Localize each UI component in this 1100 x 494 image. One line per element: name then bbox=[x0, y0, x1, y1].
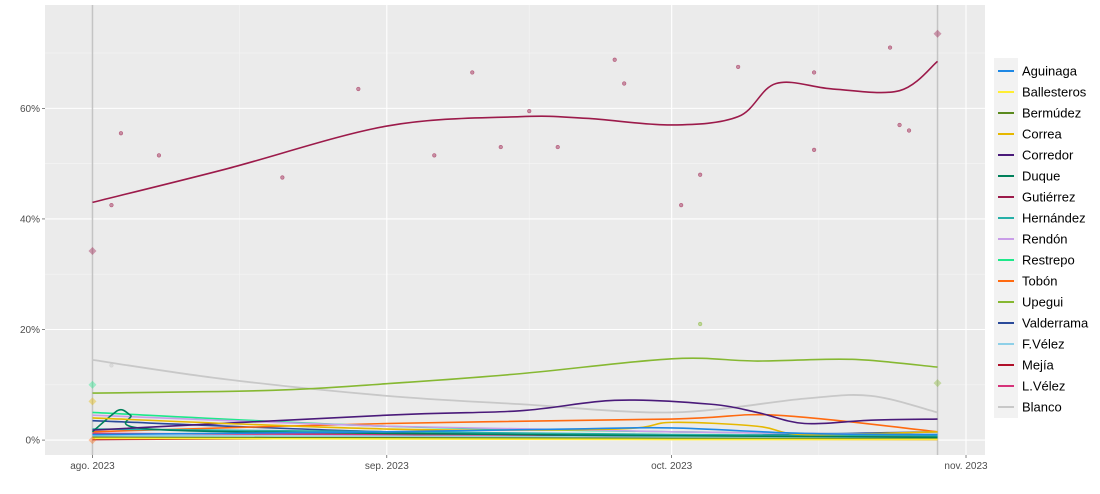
legend-label: Ballesteros bbox=[1022, 85, 1087, 100]
legend-label: Duque bbox=[1022, 169, 1060, 184]
legend-label: Upegui bbox=[1022, 295, 1063, 310]
poll-point bbox=[527, 109, 532, 114]
poll-point bbox=[906, 128, 912, 133]
legend-label: Aguinaga bbox=[1022, 64, 1078, 79]
series-line-upegui bbox=[92, 357, 938, 394]
poll-point bbox=[432, 153, 437, 158]
poll-point bbox=[622, 81, 627, 86]
y-tick-label: 20% bbox=[20, 325, 40, 336]
poll-point bbox=[280, 175, 285, 180]
series-line-bermúdez bbox=[92, 436, 938, 440]
x-tick-label: nov. 2023 bbox=[944, 461, 988, 472]
y-tick-label: 40% bbox=[20, 214, 40, 225]
legend-label: Gutiérrez bbox=[1022, 190, 1075, 205]
x-tick-label: oct. 2023 bbox=[651, 461, 693, 472]
poll-point bbox=[897, 122, 902, 128]
axis-ticks: 0% 20% 40% 60% ago. 2023 sep. 2023 oct. 2023 no… bbox=[20, 104, 988, 472]
y-tick-label: 60% bbox=[20, 104, 40, 115]
poll-point bbox=[118, 131, 124, 136]
result-markers bbox=[88, 29, 942, 445]
poll-point bbox=[887, 45, 893, 50]
legend-label: Rendón bbox=[1022, 232, 1068, 247]
poll-point bbox=[736, 64, 741, 70]
poll-point bbox=[109, 363, 114, 368]
series-line-tobón bbox=[92, 413, 938, 433]
series-line-corredor bbox=[92, 399, 938, 431]
plot-panel bbox=[45, 5, 985, 455]
legend-label: F.Vélez bbox=[1022, 337, 1065, 352]
x-tick-label: ago. 2023 bbox=[70, 461, 115, 472]
legend-label: Correa bbox=[1022, 127, 1063, 142]
poll-point bbox=[498, 144, 503, 150]
poll-point bbox=[156, 153, 162, 158]
poll-point bbox=[555, 144, 560, 150]
grid bbox=[45, 5, 985, 455]
legend-label: L.Vélez bbox=[1022, 379, 1065, 394]
legend-label: Hernández bbox=[1022, 211, 1086, 226]
poll-point bbox=[811, 70, 817, 75]
legend: Aguinaga Ballesteros Bermúdez Correa Corredo… bbox=[994, 58, 1089, 418]
series-lines bbox=[91, 60, 939, 441]
legend-label: Mejía bbox=[1022, 358, 1055, 373]
x-tick-label: sep. 2023 bbox=[365, 461, 409, 472]
result-marker bbox=[88, 397, 97, 406]
legend-label: Blanco bbox=[1022, 400, 1062, 415]
series-line-duque bbox=[91, 408, 938, 439]
legend-label: Valderrama bbox=[1022, 316, 1089, 331]
legend-label: Tobón bbox=[1022, 274, 1057, 289]
poll-point bbox=[698, 321, 703, 327]
result-marker bbox=[88, 247, 97, 256]
poll-points bbox=[109, 45, 912, 368]
legend-label: Restrepo bbox=[1022, 253, 1075, 268]
poll-point bbox=[356, 86, 361, 92]
result-marker bbox=[88, 380, 97, 389]
result-marker bbox=[933, 29, 942, 38]
legend-label: Bermúdez bbox=[1022, 106, 1081, 121]
poll-point bbox=[698, 172, 703, 177]
series-line-aguinaga bbox=[92, 426, 938, 436]
poll-point bbox=[811, 147, 817, 152]
y-tick-label: 0% bbox=[26, 436, 41, 447]
series-line-correa bbox=[92, 417, 938, 436]
series-line-gutiérrez bbox=[92, 60, 939, 204]
poll-point bbox=[470, 70, 475, 75]
series-line-f.vélez bbox=[92, 434, 938, 439]
legend-label: Corredor bbox=[1022, 148, 1074, 163]
series-line-ballesteros bbox=[92, 437, 938, 441]
poll-point bbox=[679, 203, 684, 208]
poll-point bbox=[109, 203, 114, 208]
poll-point bbox=[612, 57, 617, 62]
result-marker bbox=[933, 379, 942, 388]
result-marker bbox=[88, 436, 97, 445]
